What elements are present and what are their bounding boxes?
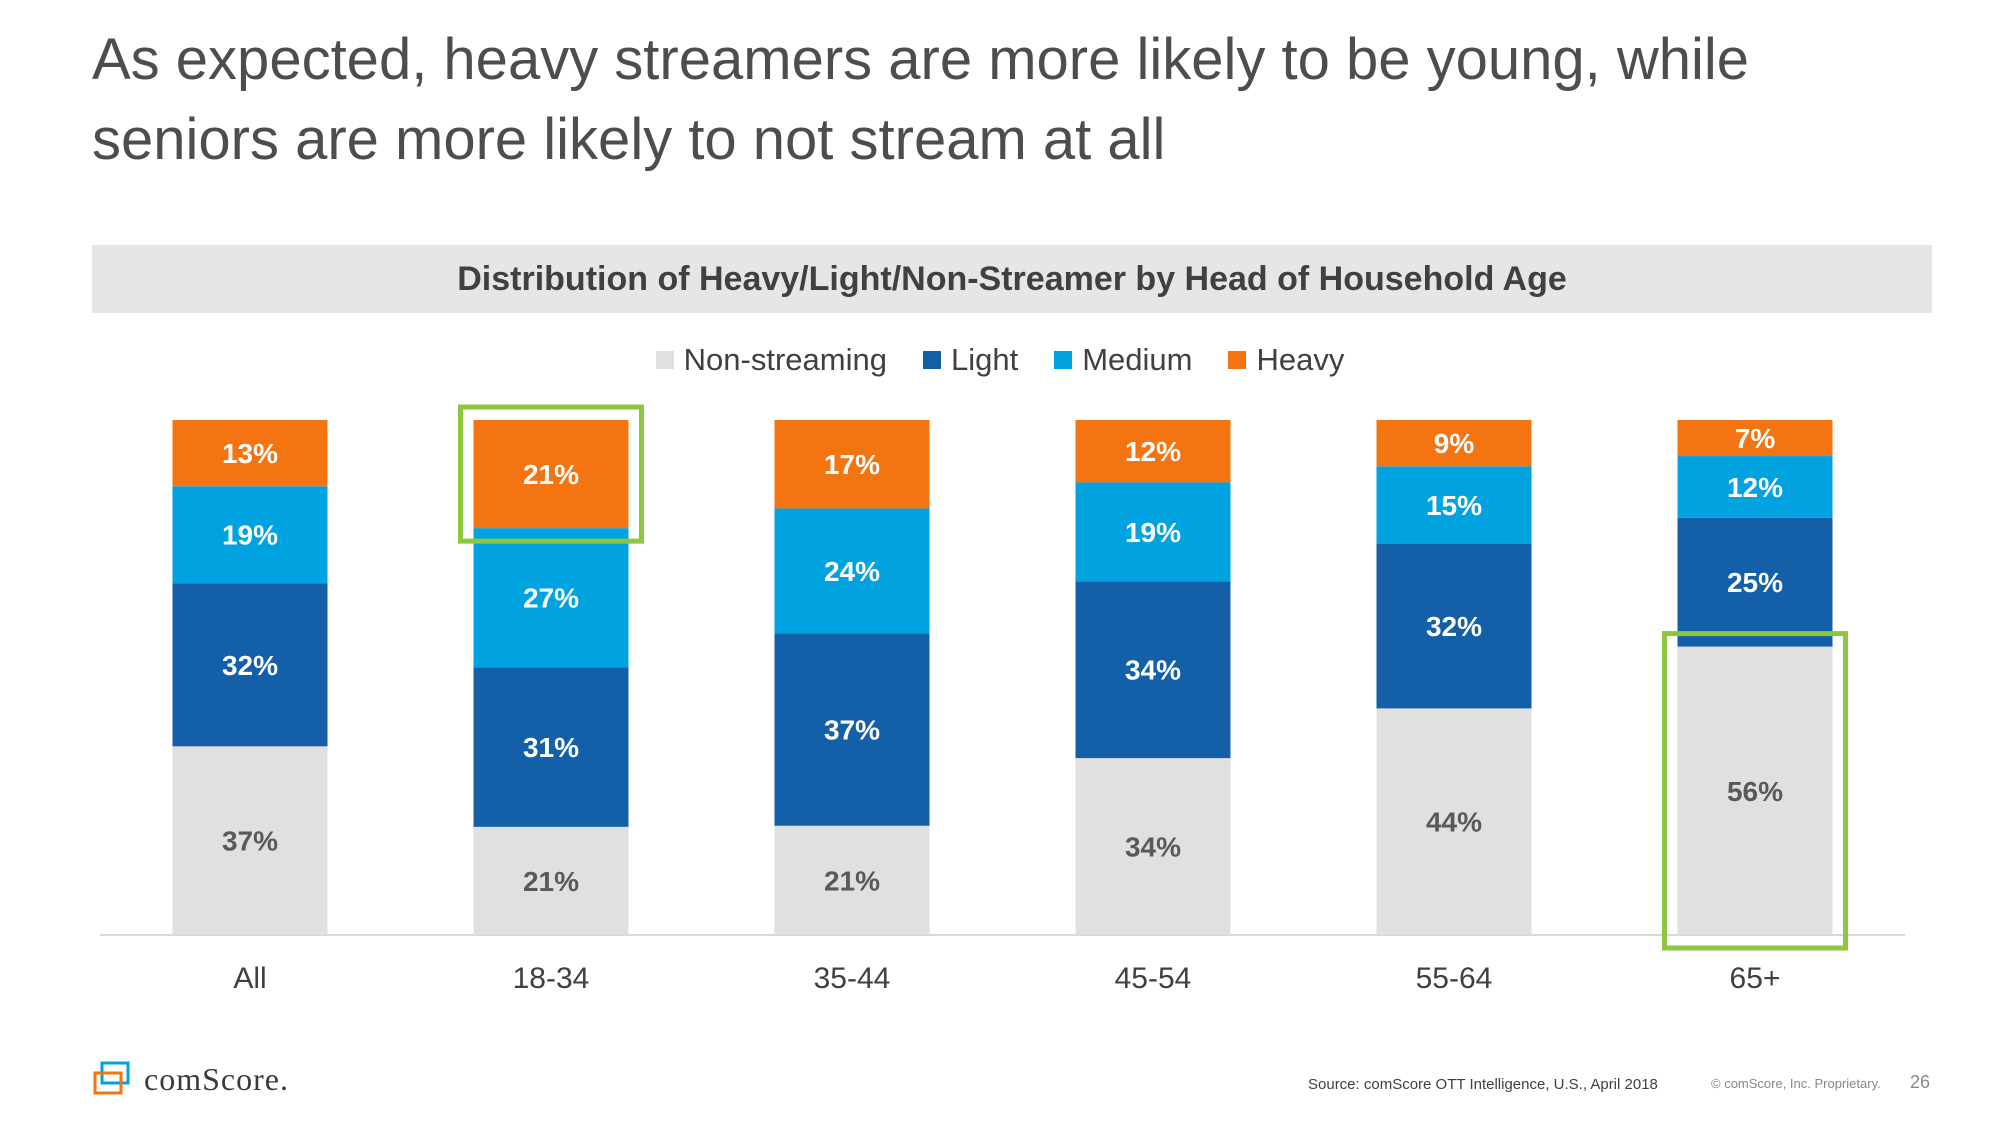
data-label-65-medium: 12%	[1727, 472, 1783, 503]
bar-55-64-medium	[1376, 466, 1532, 544]
bar-all-light	[172, 583, 328, 747]
comscore-logo-icon	[93, 1061, 130, 1095]
chart-title: Distribution of Heavy/Light/Non-Streamer…	[92, 245, 1932, 313]
bar-all-medium	[172, 486, 328, 584]
x-tick-label-45-54: 45-54	[1115, 962, 1192, 995]
data-label-35-44-medium: 24%	[824, 556, 880, 587]
page-number: 26	[1910, 1072, 1931, 1092]
bar-55-64-non-streaming	[1376, 708, 1532, 935]
data-label-all-heavy: 13%	[222, 438, 278, 469]
bar-all-heavy	[172, 420, 328, 487]
data-label-45-54-heavy: 12%	[1125, 436, 1181, 467]
bar-35-44-light	[774, 633, 930, 826]
legend-label-non-streaming: Non-streaming	[683, 342, 887, 377]
bar-65-non-streaming	[1677, 646, 1833, 935]
data-label-55-64-medium: 15%	[1426, 490, 1482, 521]
x-tick-label-35-44: 35-44	[814, 962, 891, 995]
bar-18-34-heavy	[473, 420, 629, 529]
slide-title: As expected, heavy streamers are more li…	[92, 27, 1750, 172]
data-label-35-44-non-streaming: 21%	[824, 865, 880, 896]
legend-item-heavy: Heavy	[1228, 342, 1344, 378]
legend-item-non-streaming: Non-streaming	[655, 342, 887, 378]
data-label-45-54-medium: 19%	[1125, 517, 1181, 548]
source-note: Source: comScore OTT Intelligence, U.S.,…	[1308, 1076, 1658, 1093]
data-label-18-34-light: 31%	[523, 732, 579, 763]
data-label-45-54-light: 34%	[1125, 655, 1181, 686]
data-label-18-34-medium: 27%	[523, 583, 579, 614]
bar-18-34-light	[473, 667, 629, 827]
data-label-all-medium: 19%	[222, 520, 278, 551]
bar-45-54-light	[1075, 581, 1231, 759]
bar-35-44-non-streaming	[774, 825, 930, 935]
bar-18-34-non-streaming	[473, 826, 629, 935]
x-tick-label-65: 65+	[1730, 962, 1781, 995]
bar-45-54-heavy	[1075, 420, 1231, 483]
legend-item-light: Light	[922, 342, 1019, 378]
legend-swatch-non-streaming	[655, 351, 674, 369]
bar-all-non-streaming	[172, 746, 328, 935]
comscore-logo: comScore.	[92, 1058, 289, 1100]
bar-55-64-light	[1376, 543, 1532, 709]
data-label-35-44-heavy: 17%	[824, 449, 880, 480]
data-label-55-64-non-streaming: 44%	[1426, 807, 1482, 838]
data-label-55-64-light: 32%	[1426, 611, 1482, 642]
data-label-45-54-non-streaming: 34%	[1125, 832, 1181, 863]
x-tick-label-55-64: 55-64	[1416, 962, 1493, 995]
data-label-18-34-non-streaming: 21%	[523, 866, 579, 897]
bar-65-light	[1677, 517, 1833, 647]
chart-legend: Non-streaming Light Medium Heavy	[0, 338, 2000, 382]
legend-swatch-heavy	[1228, 351, 1247, 369]
legend-label-light: Light	[950, 342, 1019, 377]
x-tick-label-all: All	[233, 962, 266, 995]
data-label-55-64-heavy: 9%	[1434, 428, 1475, 459]
legend-swatch-light	[922, 351, 941, 369]
x-tick-label-18-34: 18-34	[513, 962, 590, 995]
bar-18-34-medium	[473, 528, 629, 668]
bar-35-44-heavy	[774, 420, 930, 509]
copyright-note: © comScore, Inc. Proprietary.	[1711, 1076, 1881, 1091]
legend-swatch-medium	[1054, 351, 1073, 369]
highlight-box-65	[1662, 631, 1848, 951]
bar-65-medium	[1677, 456, 1833, 518]
data-label-65-non-streaming: 56%	[1727, 776, 1783, 807]
bar-35-44-medium	[774, 508, 930, 634]
legend-label-heavy: Heavy	[1256, 342, 1345, 377]
legend-label-medium: Medium	[1082, 342, 1193, 377]
data-label-all-light: 32%	[222, 650, 278, 681]
data-label-65-heavy: 7%	[1735, 423, 1776, 454]
logo-text: comScore.	[144, 1060, 289, 1097]
data-label-35-44-light: 37%	[824, 715, 880, 746]
data-label-all-non-streaming: 37%	[222, 826, 278, 857]
bar-55-64-heavy	[1376, 420, 1532, 467]
data-label-65-light: 25%	[1727, 567, 1783, 598]
bar-65-heavy	[1677, 420, 1833, 457]
bar-45-54-medium	[1075, 482, 1231, 582]
data-label-18-34-heavy: 21%	[523, 459, 579, 490]
bar-45-54-non-streaming	[1075, 758, 1231, 935]
highlight-box-18-34	[458, 404, 644, 544]
legend-item-medium: Medium	[1054, 342, 1192, 378]
